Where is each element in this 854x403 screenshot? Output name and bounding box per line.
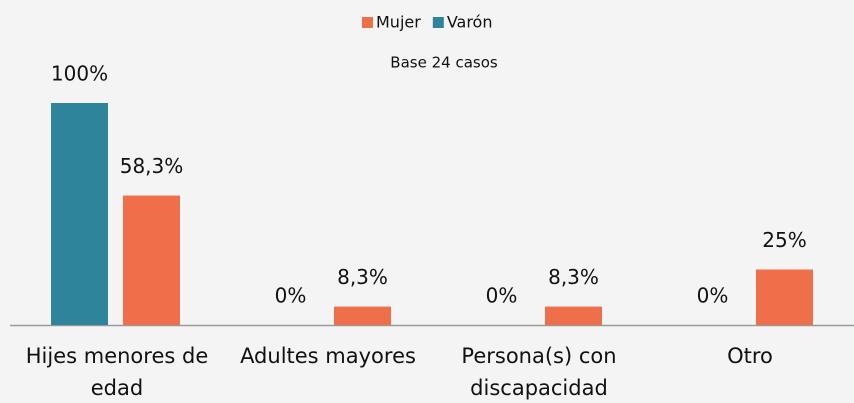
value-label: 8,3% — [548, 265, 599, 289]
x-tick-label: Persona(s) con discapacidad — [461, 344, 617, 400]
value-label: 25% — [762, 228, 806, 252]
x-tick-label: Adultes mayores — [240, 344, 416, 368]
x-tick-label: Otro — [727, 344, 773, 368]
chart-subtitle: Base 24 casos — [390, 54, 498, 72]
bar — [51, 103, 108, 325]
x-tick-label: Hijes menores de edad — [25, 344, 209, 400]
bar — [334, 306, 391, 325]
bar — [123, 195, 180, 325]
legend-label: Mujer — [376, 13, 421, 32]
bar — [756, 269, 813, 325]
value-label: 100% — [51, 62, 108, 86]
legend-swatch — [432, 17, 444, 28]
value-label: 0% — [697, 284, 729, 308]
legend-swatch — [362, 17, 373, 28]
value-label: 0% — [486, 284, 518, 308]
value-label: 8,3% — [337, 265, 388, 289]
legend-label: Varón — [447, 13, 493, 32]
value-label: 0% — [275, 284, 307, 308]
value-label: 58,3% — [120, 154, 184, 178]
bar — [545, 306, 602, 325]
